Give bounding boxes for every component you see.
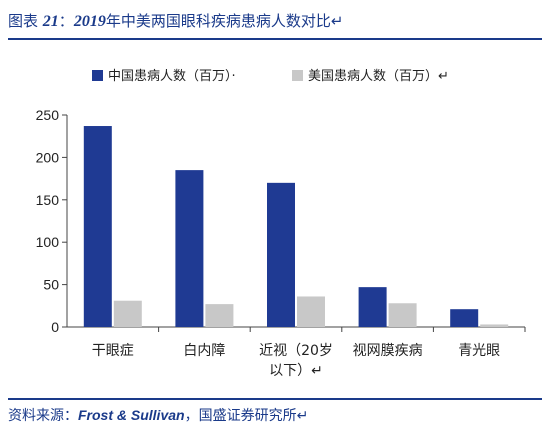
- figure-label: 图表: [8, 12, 39, 30]
- bar-usa-5: [480, 324, 509, 327]
- source-note: 资料来源：Frost & Sullivan，国盛证券研究所↵: [8, 402, 542, 428]
- legend-swatch-2: [292, 70, 303, 81]
- x-category-label-4: 视网膜疾病: [353, 343, 423, 359]
- x-category-label-2: 白内障: [183, 343, 225, 359]
- x-category-label-3-line-2: 以下）↵: [269, 363, 323, 379]
- y-tick-label-100: 100: [36, 234, 60, 250]
- y-tick-label-150: 150: [36, 192, 60, 208]
- bar-usa-2: [205, 304, 234, 327]
- legend-label-1: 中国患病人数（百万）·: [108, 69, 236, 84]
- y-tick-label-50: 50: [43, 277, 59, 293]
- bar-china-1: [83, 126, 112, 327]
- legend-label-2: 美国患病人数（百万）↵: [308, 69, 449, 84]
- top-rule: [8, 38, 542, 40]
- x-category-label-3-line-1: 近视（20岁: [259, 343, 333, 359]
- bar-usa-4: [388, 303, 417, 327]
- figure-caption: 图表 21：2019年中美两国眼科疾病患病人数对比↵: [8, 8, 542, 34]
- source-label: 资料来源：: [8, 408, 78, 424]
- caption-end-mark: ↵: [330, 12, 344, 30]
- bar-china-5: [450, 309, 479, 327]
- bar-usa-3: [297, 296, 325, 327]
- y-tick-label-200: 200: [36, 149, 60, 165]
- x-category-label-5: 青光眼: [458, 343, 500, 359]
- source-end-mark: ↵: [296, 408, 309, 424]
- figure-number: 21: [42, 13, 59, 30]
- source-rest: ，国盛证券研究所: [184, 408, 297, 424]
- source-name: Frost & Sullivan: [78, 407, 185, 423]
- caption-title: 年中美两国眼科疾病患病人数对比: [105, 12, 331, 30]
- bar-china-3: [267, 182, 295, 327]
- caption-separator: ：: [58, 12, 74, 30]
- caption-year: 2019: [73, 13, 106, 30]
- bar-china-4: [358, 287, 387, 327]
- bottom-rule: [8, 398, 542, 400]
- x-category-label-1: 干眼症: [92, 343, 134, 359]
- y-tick-label-0: 0: [51, 319, 59, 335]
- bar-usa-1: [113, 300, 142, 327]
- bar-china-2: [175, 170, 204, 327]
- y-tick-label-250: 250: [36, 107, 60, 123]
- legend-swatch-1: [92, 70, 103, 81]
